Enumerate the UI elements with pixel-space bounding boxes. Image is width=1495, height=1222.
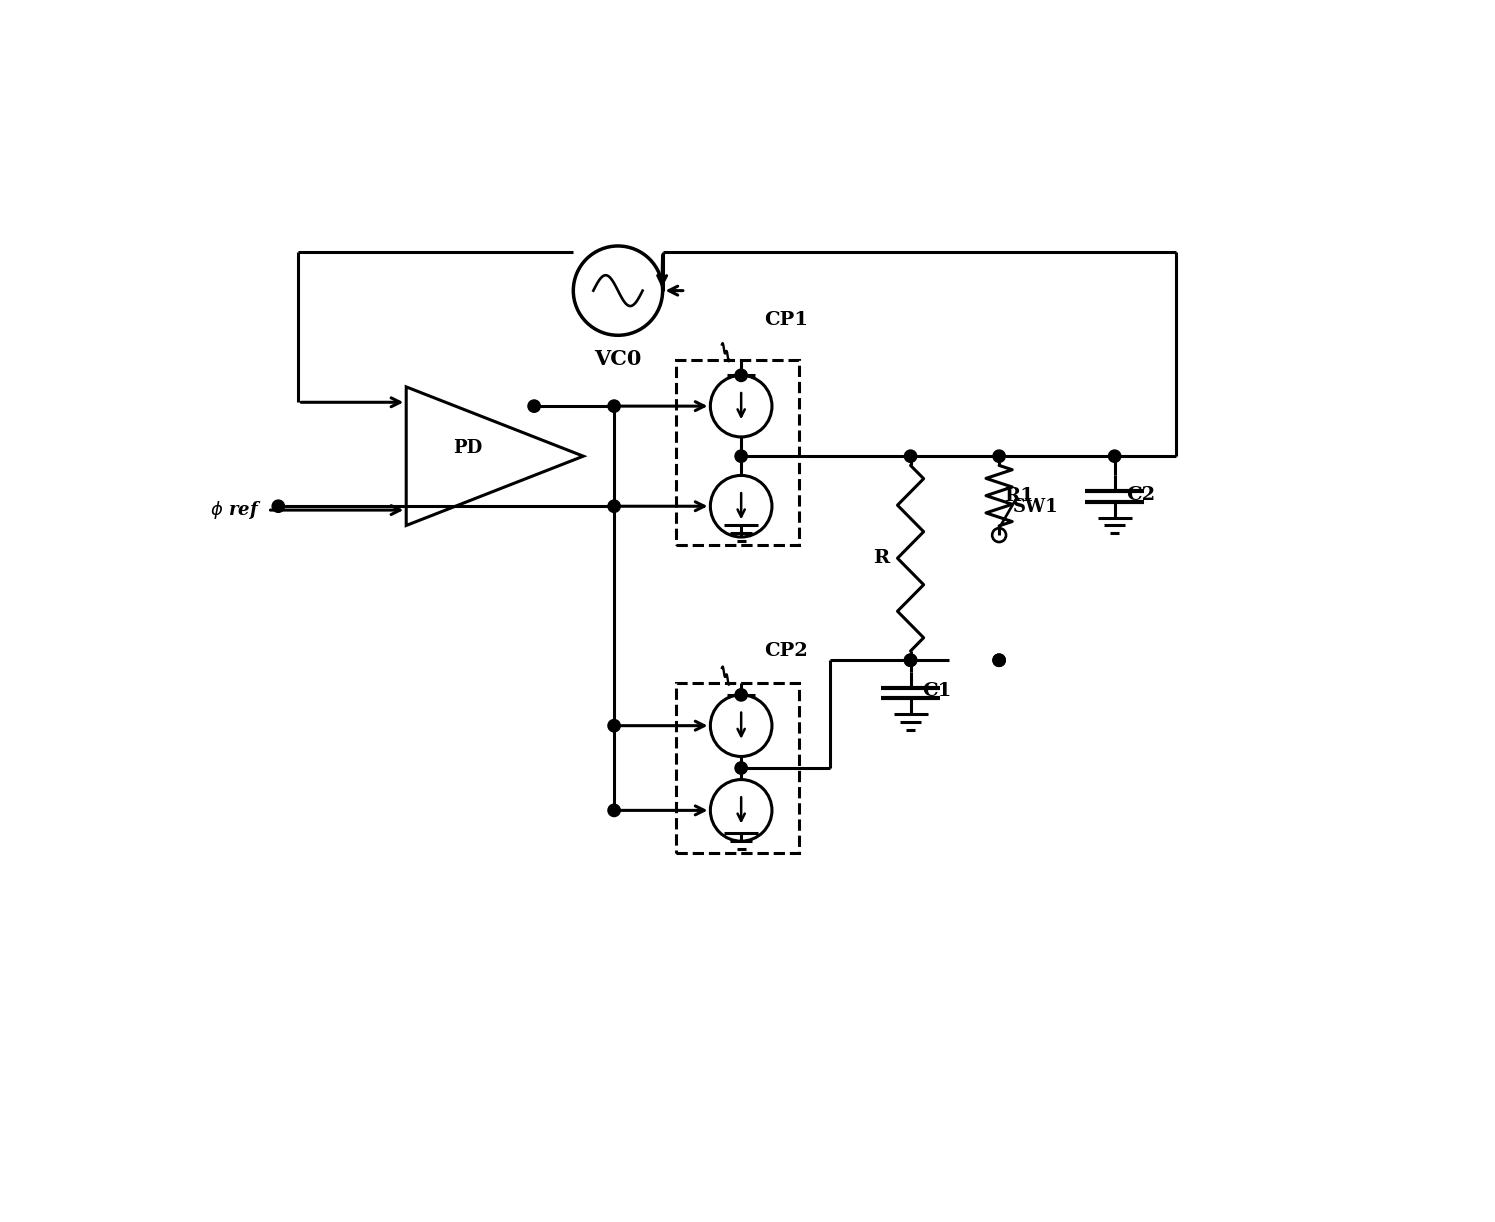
Text: R: R xyxy=(873,549,890,567)
Text: CP1: CP1 xyxy=(764,312,809,329)
Bar xyxy=(676,360,798,545)
Circle shape xyxy=(904,654,916,666)
Circle shape xyxy=(736,761,748,775)
Circle shape xyxy=(993,450,1005,462)
Circle shape xyxy=(1108,450,1121,462)
Text: $\phi$ ref: $\phi$ ref xyxy=(211,499,262,521)
Text: PD: PD xyxy=(453,440,483,457)
Circle shape xyxy=(736,689,748,701)
Text: VC0: VC0 xyxy=(595,349,641,369)
Circle shape xyxy=(272,500,284,512)
Circle shape xyxy=(904,654,916,666)
Text: SW1: SW1 xyxy=(1014,497,1058,516)
Circle shape xyxy=(608,400,620,412)
Text: CP2: CP2 xyxy=(764,643,807,660)
Text: C2: C2 xyxy=(1126,485,1156,503)
Bar xyxy=(676,683,798,853)
Circle shape xyxy=(608,804,620,816)
Circle shape xyxy=(608,500,620,512)
Circle shape xyxy=(904,450,916,462)
Circle shape xyxy=(993,654,1005,666)
Circle shape xyxy=(736,450,748,462)
Text: C1: C1 xyxy=(922,682,951,700)
Text: R1: R1 xyxy=(1003,486,1033,505)
Circle shape xyxy=(736,369,748,381)
Circle shape xyxy=(608,720,620,732)
Circle shape xyxy=(993,654,1005,666)
Circle shape xyxy=(528,400,540,412)
